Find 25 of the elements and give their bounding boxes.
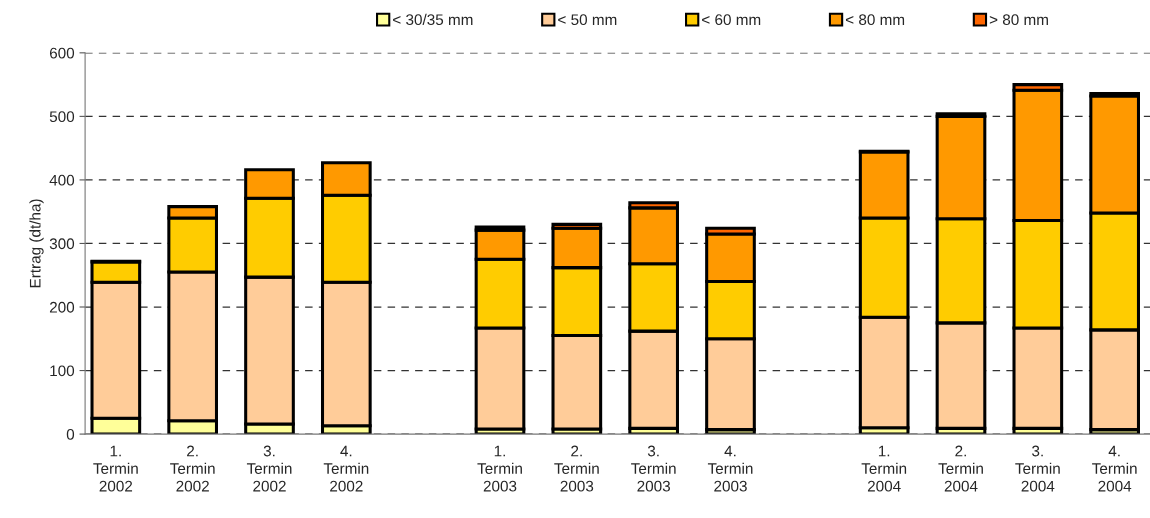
y-tick-label: 0 (66, 428, 75, 440)
y-tick-label: 100 (50, 365, 75, 377)
x-tick-label: 3. Termin 2003 (631, 445, 676, 492)
x-tick-label: 2. Termin 2004 (938, 445, 983, 492)
y-tick-label: 500 (49, 111, 75, 123)
x-tick-label: 2. Termin 2003 (554, 445, 599, 492)
x-tick-label: 2. Termin 2002 (170, 445, 215, 492)
x-tick-label: 4. Termin 2003 (707, 445, 753, 492)
legend-label: < 60 mm (702, 14, 761, 26)
x-tick-label: 1. Termin 2002 (93, 445, 138, 492)
y-tick-label: 300 (49, 238, 75, 250)
y-tick-label: 600 (49, 47, 75, 59)
y-tick-label: 200 (49, 301, 75, 313)
x-tick-label: 1. Termin 2003 (477, 445, 522, 492)
legend-label: < 50 mm (558, 14, 617, 26)
y-tick-label: 400 (49, 174, 75, 186)
x-tick-label: 4. Termin 2004 (1092, 445, 1137, 492)
x-tick-label: 3. Termin 2002 (246, 445, 292, 492)
x-tick-label: 1. Termin 2004 (861, 445, 907, 492)
legend-label: > 80 mm (989, 14, 1048, 26)
y-axis-title: Ertrag (dt/ha) (29, 199, 44, 288)
legend-label: < 30/35 mm (393, 13, 473, 26)
legend-label: < 80 mm (845, 14, 905, 26)
x-tick-label: 3. Termin 2004 (1015, 445, 1060, 492)
x-tick-label: 4. Termin 2002 (323, 445, 369, 492)
